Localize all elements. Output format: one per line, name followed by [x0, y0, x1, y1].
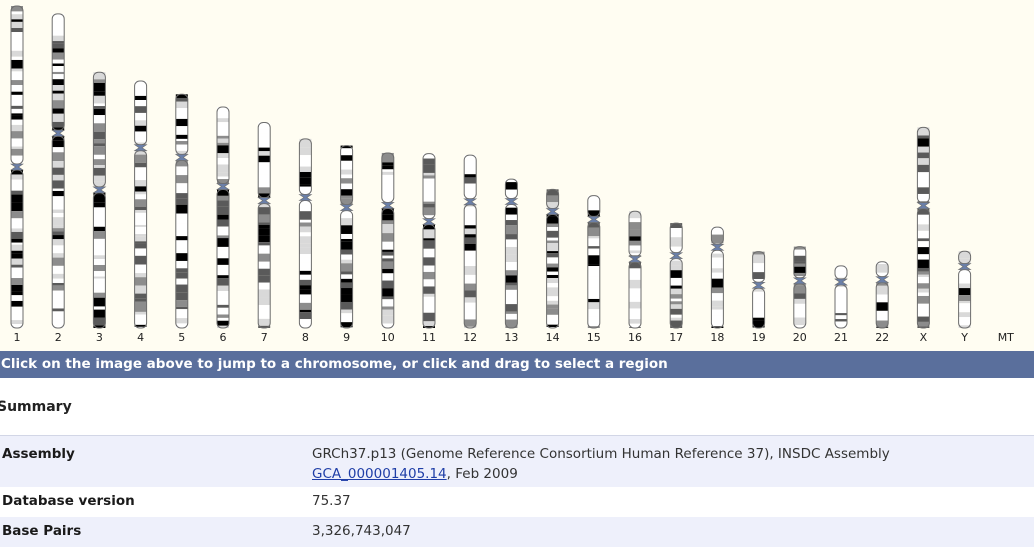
- chromosome-13[interactable]: 13: [504, 178, 519, 344]
- chromosome-1[interactable]: 1: [10, 5, 24, 344]
- chromosome-3[interactable]: 3: [92, 71, 107, 344]
- chromosome-label-1[interactable]: 1: [14, 331, 21, 344]
- chromosome-label-18[interactable]: 18: [710, 331, 724, 344]
- chromosome-14[interactable]: 14: [545, 188, 560, 344]
- chromosome-label-11[interactable]: 11: [422, 331, 436, 344]
- assembly-date: , Feb 2009: [446, 466, 518, 482]
- chromosome-label-y[interactable]: Y: [960, 331, 968, 344]
- chromosome-2[interactable]: 2: [51, 13, 66, 344]
- chromosome-mt[interactable]: MT: [998, 331, 1014, 344]
- summary-row-assembly: Assembly GRCh37.p13 (Genome Reference Co…: [0, 435, 1034, 487]
- chromosome-label-22[interactable]: 22: [875, 331, 889, 344]
- chromosome-9[interactable]: 9: [339, 145, 354, 344]
- chromosome-8[interactable]: 8: [298, 138, 313, 344]
- chromosome-11[interactable]: 11: [422, 153, 436, 344]
- karyotype-svg[interactable]: 1 2 3 4 5 6 7 8 9 10 11 12 13 14 15 16 17 18 19 20 21 22 X Y MT: [0, 0, 1034, 351]
- chromosome-y[interactable]: Y: [957, 250, 972, 344]
- karyotype-instruction-banner: Click on the image above to jump to a ch…: [0, 351, 1034, 378]
- chromosome-label-7[interactable]: 7: [261, 331, 268, 344]
- assembly-accession-link[interactable]: GCA_000001405.14: [312, 466, 447, 482]
- summary-value-assembly: GRCh37.p13 (Genome Reference Consortium …: [312, 435, 1034, 487]
- chromosome-label-8[interactable]: 8: [302, 331, 309, 344]
- chromosome-21[interactable]: 21: [834, 265, 848, 344]
- summary-value-database-version: 75.37: [312, 487, 1034, 517]
- chromosome-label-2[interactable]: 2: [55, 331, 62, 344]
- chromosome-x[interactable]: X: [916, 126, 931, 344]
- chromosome-label-15[interactable]: 15: [587, 331, 601, 344]
- chromosome-15[interactable]: 15: [586, 195, 601, 344]
- chromosome-6[interactable]: 6: [216, 106, 230, 344]
- summary-row-database-version: Database version 75.37: [0, 487, 1034, 517]
- chromosome-label-x[interactable]: X: [920, 331, 928, 344]
- chromosome-20[interactable]: 20: [792, 246, 807, 344]
- chromosome-label-4[interactable]: 4: [137, 331, 144, 344]
- chromosome-label-14[interactable]: 14: [546, 331, 560, 344]
- chromosome-16[interactable]: 16: [628, 210, 642, 344]
- summary-label-assembly: Assembly: [0, 435, 312, 487]
- chromosome-label-9[interactable]: 9: [343, 331, 350, 344]
- summary-label-base-pairs: Base Pairs: [0, 517, 312, 547]
- chromosome-10[interactable]: 10: [380, 152, 395, 344]
- chromosome-label-13[interactable]: 13: [504, 331, 518, 344]
- chromosome-19[interactable]: 19: [751, 251, 766, 344]
- karyotype-image[interactable]: 1 2 3 4 5 6 7 8 9 10 11 12 13 14 15 16 17 18 19 20 21 22 X Y MT: [0, 0, 1034, 351]
- chromosome-label-19[interactable]: 19: [752, 331, 766, 344]
- chromosome-label-12[interactable]: 12: [463, 331, 477, 344]
- summary-row-base-pairs: Base Pairs 3,326,743,047: [0, 517, 1034, 547]
- summary-value-base-pairs: 3,326,743,047: [312, 517, 1034, 547]
- chromosome-label-mt[interactable]: MT: [998, 331, 1014, 344]
- summary-table: Assembly GRCh37.p13 (Genome Reference Co…: [0, 435, 1034, 547]
- chromosome-12[interactable]: 12: [463, 154, 478, 344]
- summary-label-database-version: Database version: [0, 487, 312, 517]
- summary-heading: Summary: [0, 399, 72, 415]
- chromosome-4[interactable]: 4: [133, 80, 148, 344]
- chromosome-label-10[interactable]: 10: [381, 331, 395, 344]
- chromosome-label-6[interactable]: 6: [220, 331, 227, 344]
- chromosome-label-16[interactable]: 16: [628, 331, 642, 344]
- chromosome-5[interactable]: 5: [174, 93, 189, 344]
- chromosome-label-17[interactable]: 17: [669, 331, 683, 344]
- assembly-name: GRCh37.p13 (Genome Reference Consortium …: [312, 446, 890, 462]
- chromosome-7[interactable]: 7: [257, 121, 272, 344]
- chromosome-label-3[interactable]: 3: [96, 331, 103, 344]
- chromosome-label-21[interactable]: 21: [834, 331, 848, 344]
- chromosome-label-20[interactable]: 20: [793, 331, 807, 344]
- chromosome-label-5[interactable]: 5: [178, 331, 185, 344]
- chromosome-17[interactable]: 17: [669, 222, 684, 344]
- chromosome-22[interactable]: 22: [875, 261, 890, 344]
- chromosome-18[interactable]: 18: [710, 226, 725, 344]
